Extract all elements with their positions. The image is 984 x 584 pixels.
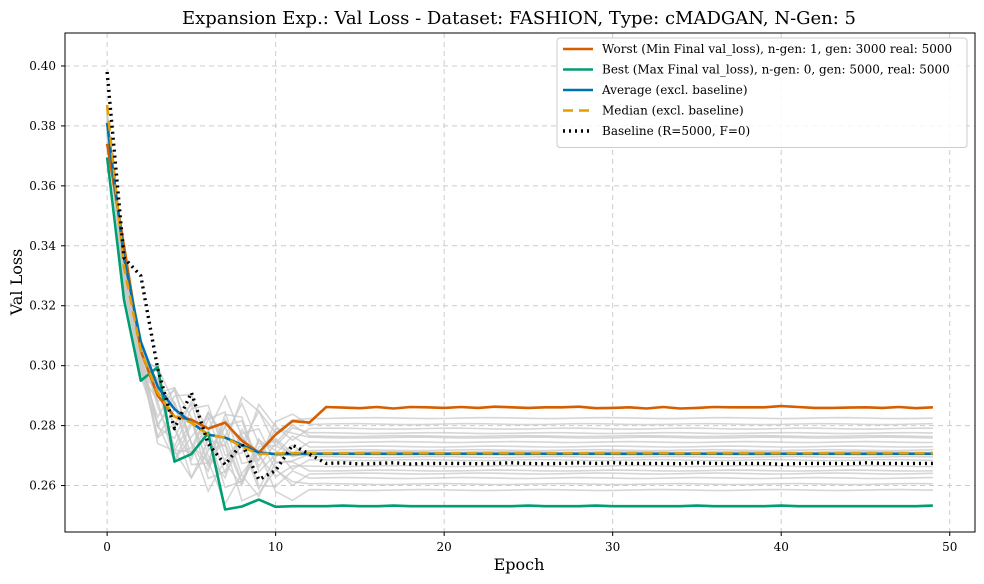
y-tick-label: 0.36 xyxy=(29,179,56,193)
legend-box xyxy=(556,37,968,148)
y-axis-title: Val Loss xyxy=(7,249,26,317)
background-run-line xyxy=(106,120,933,465)
x-tick-label: 30 xyxy=(605,540,620,554)
legend-label: Best (Max Final val_loss), n-gen: 0, gen… xyxy=(602,63,950,77)
background-run-line xyxy=(106,122,933,502)
background-run-line xyxy=(106,133,933,475)
background-run-line xyxy=(106,132,933,506)
x-axis-ticks: 0 10 20 30 40 50 xyxy=(103,532,957,554)
series-line-0 xyxy=(105,143,933,454)
x-tick-label: 50 xyxy=(942,540,957,554)
background-run-line xyxy=(106,120,933,480)
background-run-line xyxy=(106,115,933,469)
background-run-line xyxy=(106,134,933,489)
legend: Worst (Min Final val_loss), n-gen: 1, ge… xyxy=(556,37,968,148)
background-run-line xyxy=(106,111,933,491)
x-tick-label: 0 xyxy=(103,540,111,554)
y-tick-label: 0.28 xyxy=(29,419,56,433)
series-line-2 xyxy=(105,122,933,456)
legend-label: Average (excl. baseline) xyxy=(601,83,748,97)
background-run-line xyxy=(106,122,933,450)
y-axis-ticks: 0.26 0.28 0.30 0.32 0.34 0.36 0.38 0.40 xyxy=(29,59,65,493)
y-tick-label: 0.34 xyxy=(29,239,56,253)
series-line-3 xyxy=(105,104,933,456)
background-run-line xyxy=(106,111,933,474)
x-tick-label: 40 xyxy=(774,540,789,554)
series-group xyxy=(105,71,933,511)
legend-label: Baseline (R=5000, F=0) xyxy=(602,124,750,138)
chart-title: Expansion Exp.: Val Loss - Dataset: FASH… xyxy=(182,8,856,29)
legend-label: Median (excl. baseline) xyxy=(602,104,744,118)
y-tick-label: 0.32 xyxy=(29,299,56,313)
y-tick-label: 0.40 xyxy=(29,59,56,73)
y-tick-label: 0.26 xyxy=(29,479,56,493)
background-run-line xyxy=(106,111,933,469)
legend-label: Worst (Min Final val_loss), n-gen: 1, ge… xyxy=(602,42,952,56)
x-axis-title: Epoch xyxy=(494,555,545,574)
series-line-1 xyxy=(105,157,933,511)
x-tick-label: 10 xyxy=(268,540,283,554)
background-series-group xyxy=(106,111,933,506)
x-tick-label: 20 xyxy=(437,540,452,554)
y-tick-label: 0.30 xyxy=(29,359,56,373)
background-run-line xyxy=(106,114,933,494)
plot-frame xyxy=(64,32,976,533)
y-tick-label: 0.38 xyxy=(29,119,56,133)
